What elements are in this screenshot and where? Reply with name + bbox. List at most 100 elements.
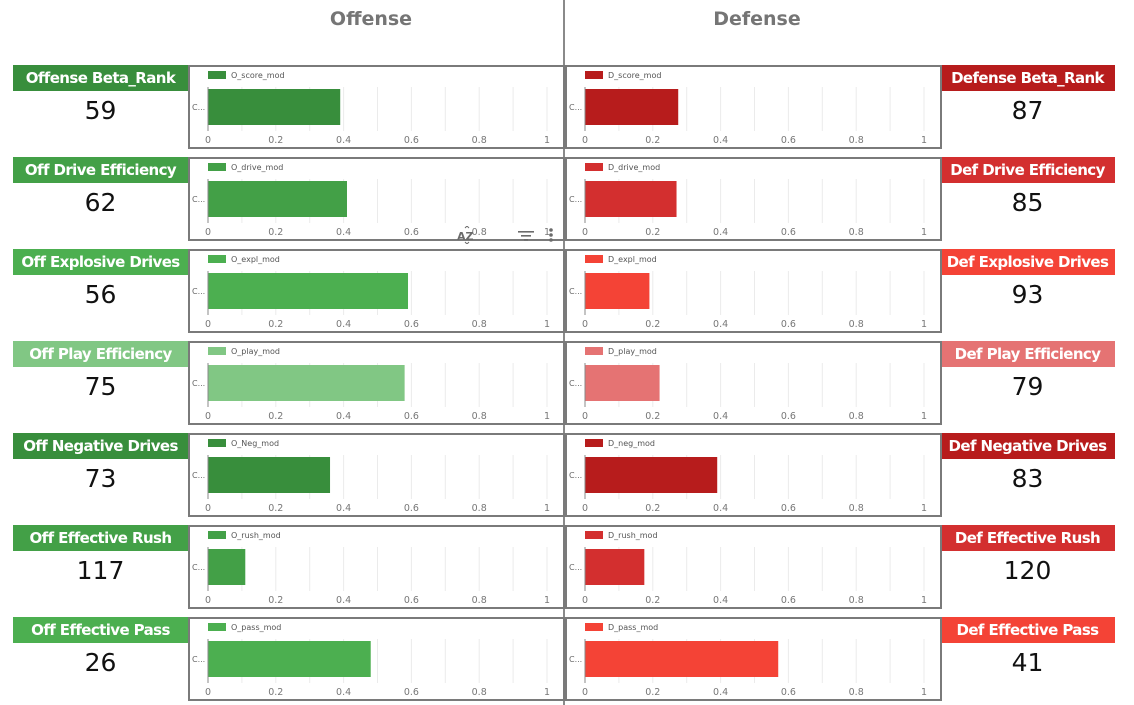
x-tick-label: 0 (205, 319, 211, 330)
category-label: C... (192, 287, 205, 296)
x-tick-label: 0.2 (268, 135, 283, 146)
sort-icon[interactable]: AZ (456, 225, 476, 245)
category-label: C... (569, 655, 582, 664)
scorecard-label: Off Play Efficiency (13, 341, 188, 367)
defense-bar-chart[interactable]: D_score_mod C... 0 0.2 0.4 0.6 0.8 1 (565, 65, 942, 149)
x-tick-label: 0.2 (268, 411, 283, 422)
x-tick-label: 0.4 (336, 411, 351, 422)
x-tick-label: 0.6 (404, 595, 419, 606)
x-tick-label: 0.4 (713, 687, 728, 698)
legend-swatch (585, 623, 603, 631)
legend-swatch (208, 347, 226, 355)
scorecard-value: 41 (1011, 648, 1044, 677)
x-tick-label: 0.8 (472, 503, 487, 514)
scorecard-label: Def Effective Rush (940, 525, 1115, 551)
x-tick-label: 0 (205, 227, 211, 238)
chart-canvas: O_score_mod C... 0 0.2 0.4 0.6 0.8 1 (192, 71, 550, 146)
scorecard-value: 75 (84, 372, 117, 401)
defense-bar-chart[interactable]: D_pass_mod C... 0 0.2 0.4 0.6 0.8 1 (565, 617, 942, 701)
category-label: C... (569, 471, 582, 480)
scorecard-label: Off Effective Pass (13, 617, 188, 643)
scorecard-value: 93 (1011, 280, 1044, 309)
category-label: C... (569, 195, 582, 204)
defense-bar-chart[interactable]: D_rush_mod C... 0 0.2 0.4 0.6 0.8 1 (565, 525, 942, 609)
x-tick-label: 0 (205, 411, 211, 422)
x-tick-label: 1 (544, 503, 550, 514)
legend-label: O_pass_mod (231, 623, 281, 632)
offense-scorecard: Off Play Efficiency 75 (13, 341, 188, 423)
legend-swatch (585, 347, 603, 355)
x-tick-label: 0.8 (472, 687, 487, 698)
x-tick-label: 1 (921, 595, 927, 606)
x-tick-label: 0.4 (336, 595, 351, 606)
x-tick-label: 0.2 (645, 411, 660, 422)
x-tick-label: 0.6 (404, 135, 419, 146)
defense-bar-chart[interactable]: D_expl_mod C... 0 0.2 0.4 0.6 0.8 1 (565, 249, 942, 333)
offense-scorecard: Off Explosive Drives 56 (13, 249, 188, 331)
chart-canvas: O_drive_mod C... 0 0.2 0.4 0.6 0.8 1 (192, 163, 550, 238)
defense-bar-chart[interactable]: D_drive_mod C... 0 0.2 0.4 0.6 0.8 1 (565, 157, 942, 241)
x-tick-label: 0.4 (336, 687, 351, 698)
legend-label: O_expl_mod (231, 255, 280, 264)
bar (208, 181, 347, 217)
svg-text:AZ: AZ (457, 230, 474, 243)
x-tick-label: 0.6 (781, 135, 796, 146)
x-tick-label: 0.8 (472, 411, 487, 422)
defense-bar-chart[interactable]: D_play_mod C... 0 0.2 0.4 0.6 0.8 1 (565, 341, 942, 425)
legend-label: O_drive_mod (231, 163, 283, 172)
offense-section-title: Offense (329, 8, 413, 30)
category-label: C... (192, 103, 205, 112)
legend-label: O_rush_mod (231, 531, 281, 540)
category-label: C... (569, 103, 582, 112)
x-tick-label: 0.8 (472, 135, 487, 146)
x-tick-label: 0.6 (404, 227, 419, 238)
offense-bar-chart[interactable]: O_rush_mod C... 0 0.2 0.4 0.6 0.8 1 (188, 525, 565, 609)
chart-canvas: D_expl_mod C... 0 0.2 0.4 0.6 0.8 1 (569, 255, 927, 330)
legend-swatch (208, 623, 226, 631)
x-tick-label: 0.6 (781, 319, 796, 330)
category-label: C... (569, 379, 582, 388)
offense-scorecard: Off Effective Pass 26 (13, 617, 188, 699)
chart-canvas: D_score_mod C... 0 0.2 0.4 0.6 0.8 1 (569, 71, 927, 146)
more-options-icon[interactable] (548, 225, 554, 245)
category-label: C... (569, 287, 582, 296)
offense-bar-chart[interactable]: O_Neg_mod C... 0 0.2 0.4 0.6 0.8 1 (188, 433, 565, 517)
x-tick-label: 1 (921, 503, 927, 514)
offense-bar-chart[interactable]: O_play_mod C... 0 0.2 0.4 0.6 0.8 1 (188, 341, 565, 425)
legend-label: O_score_mod (231, 71, 285, 80)
x-tick-label: 0.4 (336, 135, 351, 146)
x-tick-label: 0.4 (713, 595, 728, 606)
x-tick-label: 1 (544, 135, 550, 146)
x-tick-label: 1 (921, 227, 927, 238)
offense-bar-chart[interactable]: O_drive_mod C... 0 0.2 0.4 0.6 0.8 1 (188, 157, 565, 241)
legend-swatch (585, 71, 603, 79)
scorecard-label: Off Drive Efficiency (13, 157, 188, 183)
x-tick-label: 0.6 (781, 503, 796, 514)
category-label: C... (569, 563, 582, 572)
chart-canvas: D_rush_mod C... 0 0.2 0.4 0.6 0.8 1 (569, 531, 927, 606)
x-tick-label: 0.8 (472, 319, 487, 330)
category-label: C... (192, 195, 205, 204)
legend-label: D_neg_mod (608, 439, 655, 448)
x-tick-label: 0 (582, 411, 588, 422)
chart-canvas: O_Neg_mod C... 0 0.2 0.4 0.6 0.8 1 (192, 439, 550, 514)
x-tick-label: 0.2 (268, 687, 283, 698)
offense-bar-chart[interactable]: O_expl_mod C... 0 0.2 0.4 0.6 0.8 1 (188, 249, 565, 333)
offense-bar-chart[interactable]: O_score_mod C... 0 0.2 0.4 0.6 0.8 1 (188, 65, 565, 149)
x-tick-label: 1 (544, 227, 550, 238)
x-tick-label: 1 (544, 595, 550, 606)
offense-scorecard: Off Drive Efficiency 62 (13, 157, 188, 239)
offense-bar-chart[interactable]: O_pass_mod C... 0 0.2 0.4 0.6 0.8 1 (188, 617, 565, 701)
scorecard-label: Off Effective Rush (13, 525, 188, 551)
x-tick-label: 0.2 (268, 227, 283, 238)
x-tick-label: 0.8 (472, 227, 487, 238)
bar (585, 365, 660, 401)
x-tick-label: 0 (582, 595, 588, 606)
x-tick-label: 0.8 (849, 319, 864, 330)
x-tick-label: 0.4 (713, 135, 728, 146)
filter-icon[interactable] (518, 225, 534, 245)
x-tick-label: 0.6 (404, 687, 419, 698)
x-tick-label: 0 (205, 503, 211, 514)
x-tick-label: 1 (544, 687, 550, 698)
defense-bar-chart[interactable]: D_neg_mod C... 0 0.2 0.4 0.6 0.8 1 (565, 433, 942, 517)
